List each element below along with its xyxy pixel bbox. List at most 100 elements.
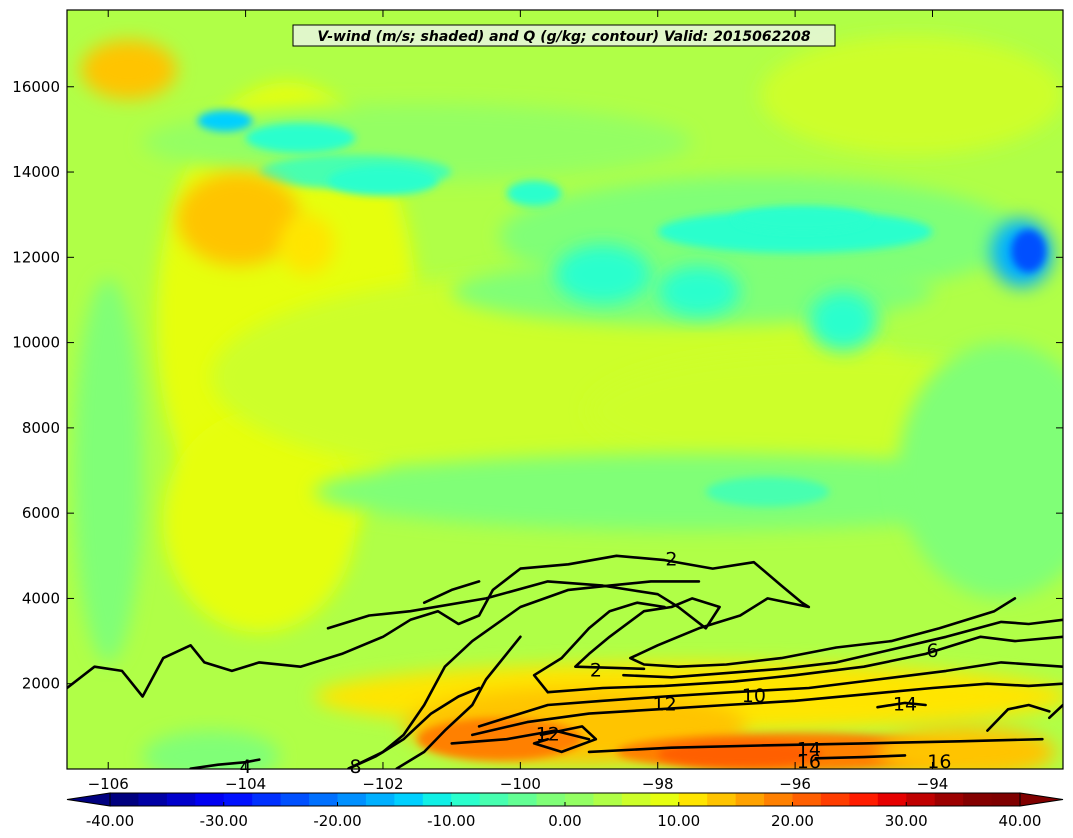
contour-line-10 — [477, 661, 1063, 728]
colorbar-segment-4 — [223, 793, 253, 806]
contour-label-11: 8 — [349, 756, 361, 778]
colorbar-segment-25 — [820, 793, 850, 806]
y-tick-label-6: 14000 — [12, 163, 60, 181]
y-tick-label-2: 6000 — [22, 504, 60, 522]
colorbar-segment-2 — [166, 793, 196, 806]
contour-label-4: 12 — [653, 694, 677, 716]
moisture-contours — [67, 554, 1063, 769]
shaded-region-1 — [163, 410, 356, 633]
chart-title-box: V-wind (m/s; shaded) and Q (g/kg; contou… — [292, 24, 836, 47]
colorbar-segment-9 — [365, 793, 395, 806]
x-axis: −106 −104 −102 −100 −98 −96 −94 — [88, 10, 949, 793]
colorbar-tick-label-1: -30.00 — [200, 812, 248, 830]
contour-line-2 — [422, 580, 481, 605]
colorbar-segment-29 — [934, 793, 964, 806]
contour-label-8: 16 — [797, 751, 821, 773]
contour-label-2: 6 — [926, 640, 938, 662]
shaded-region-25 — [80, 39, 177, 100]
colorbar-segment-12 — [451, 793, 481, 806]
shaded-region-9 — [898, 342, 1063, 599]
contour-label-6: 14 — [893, 694, 917, 716]
x-tick-label-4: −98 — [642, 775, 674, 793]
colorbar-segment-3 — [195, 793, 225, 806]
colorbar-segment-24 — [792, 793, 822, 806]
shaded-region-15 — [197, 110, 253, 132]
contour-label-7: 14 — [797, 738, 821, 760]
colorbar-segment-27 — [877, 793, 907, 806]
contour-label-5: 12 — [536, 723, 560, 745]
colorbar-segment-11 — [422, 793, 452, 806]
contour-line-18 — [1048, 703, 1063, 720]
contour-line-7 — [622, 618, 1063, 679]
contour-line-0 — [67, 554, 1017, 698]
contour-line-16 — [814, 754, 907, 760]
y-tick-label-3: 8000 — [22, 419, 60, 437]
colorbar-segment-0 — [110, 793, 140, 806]
colorbar-segment-14 — [508, 793, 538, 806]
shaded-region-13 — [328, 165, 438, 196]
contour-line-3 — [189, 758, 261, 769]
colorbar-segment-15 — [536, 793, 566, 806]
shaded-region-18 — [554, 244, 651, 305]
colorbar-segment-21 — [707, 793, 737, 806]
colorbar-under-arrow — [66, 792, 111, 807]
contour-line-9 — [546, 635, 1063, 694]
shaded-region-20 — [808, 291, 878, 352]
contour-line-12 — [532, 725, 598, 754]
contour-line-5 — [532, 601, 666, 694]
colorbar-segment-13 — [479, 793, 509, 806]
contour-line-15 — [876, 701, 927, 709]
x-tick-label-1: −104 — [225, 775, 266, 793]
title-background — [292, 24, 836, 47]
y-tick-label-5: 12000 — [12, 248, 60, 266]
shaded-region-5 — [142, 103, 693, 181]
colorbar-segment-26 — [849, 793, 879, 806]
shaded-region-17 — [733, 206, 871, 232]
shaded-region-21 — [506, 180, 562, 207]
colorbar-tick-label-3: -10.00 — [427, 812, 475, 830]
shaded-region-4 — [760, 35, 1063, 155]
contour-label-9: 16 — [927, 751, 951, 773]
colorbar-tick-label-0: -40.00 — [86, 812, 134, 830]
shaded-region-10 — [73, 278, 143, 663]
contour-line-6 — [395, 635, 522, 769]
contour-line-14 — [587, 737, 1044, 754]
shaded-region-26 — [176, 172, 301, 266]
x-tick-label-6: −94 — [917, 775, 949, 793]
contour-label-0: 2 — [665, 549, 677, 571]
y-tick-label-7: 16000 — [12, 78, 60, 96]
colorbar-segment-30 — [963, 793, 993, 806]
colorbar-segment-16 — [565, 793, 595, 806]
shaded-region-11 — [142, 730, 280, 769]
shaded-region-22 — [705, 476, 830, 507]
colorbar-segment-17 — [593, 793, 623, 806]
colorbar-over-arrow — [1019, 792, 1064, 807]
colorbar-tick-label-4: 0.00 — [548, 812, 581, 830]
contour-line-13 — [450, 729, 591, 745]
x-tick-label-0: −106 — [88, 775, 129, 793]
colorbar-tick-label-6: 20.00 — [771, 812, 814, 830]
colorbar-segment-19 — [650, 793, 680, 806]
colorbar-segment-18 — [621, 793, 651, 806]
shaded-region-8 — [314, 453, 1063, 531]
colorbar-segment-1 — [138, 793, 168, 806]
colorbar-tick-label-8: 40.00 — [999, 812, 1042, 830]
colorbar-tick-label-5: 10.00 — [657, 812, 700, 830]
colorbar-tick-label-2: -20.00 — [313, 812, 361, 830]
contour-line-17 — [986, 703, 1051, 732]
contour-line-4 — [347, 580, 701, 769]
plot-frame — [66, 9, 1064, 770]
contour-line-8 — [347, 686, 481, 769]
chart-title: V-wind (m/s; shaded) and Q (g/kg; contou… — [317, 29, 810, 45]
colorbar-tick-label-7: 30.00 — [885, 812, 928, 830]
colorbar-segment-5 — [252, 793, 282, 806]
y-tick-label-1: 4000 — [22, 589, 60, 607]
y-tick-label-0: 2000 — [22, 675, 60, 693]
colorbar-segment-6 — [280, 793, 310, 806]
x-tick-label-3: −100 — [500, 775, 541, 793]
contour-line-11 — [470, 682, 1063, 737]
colorbar-segment-23 — [764, 793, 794, 806]
shaded-region-19 — [657, 265, 741, 318]
